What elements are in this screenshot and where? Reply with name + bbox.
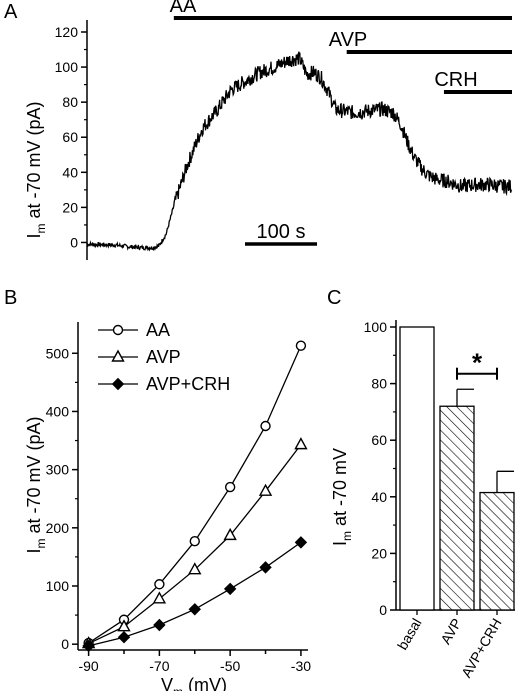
- panel-label-a: A: [4, 1, 18, 23]
- panel-b-data-point: [295, 340, 307, 351]
- panel-b-iv-chart: 0 100 200 300 400 500 -90 -70 -50 -30 AA AVP AVP+CR…: [24, 320, 311, 691]
- panel-a-y-tick-label: 80: [62, 94, 78, 110]
- panel-a-y-tick-label: 0: [70, 234, 78, 250]
- panel-c-x-tick-label: AVP+CRH: [458, 616, 505, 681]
- panel-c-y-tick-label: 80: [371, 376, 387, 392]
- panel-b-data-point: [260, 420, 271, 432]
- panel-b-data-point: [224, 481, 236, 493]
- panel-a-y-tick-label: 100: [55, 59, 79, 75]
- panel-label-b: B: [4, 287, 17, 309]
- panel-a-trace-path: [86, 51, 513, 252]
- panel-b-y-tick-label: 100: [46, 578, 70, 594]
- panel-b-legend: AA AVP AVP+CRH: [98, 320, 230, 394]
- panel-a-y-ticks: 0 20 40 60 80 100 120: [55, 24, 87, 250]
- panel-c-ticks: 0 20 40 60 80 100: [364, 319, 396, 618]
- panel-c-y-tick-label: 20: [371, 545, 387, 561]
- panel-a-scale-bar: 100 s: [245, 221, 318, 246]
- panel-b-x-tick-label: -90: [78, 658, 98, 674]
- panel-b-data-point: [223, 527, 237, 541]
- panel-b-x-tick-label: -50: [220, 658, 240, 674]
- panel-a-y-tick-label: 20: [62, 199, 78, 215]
- panel-a-drug-bar-label: CRH: [434, 69, 477, 91]
- panel-b-data-point: [294, 536, 308, 549]
- panel-b-data-point: [259, 561, 272, 574]
- panel-a-y-axis-title: Im at -70 mV (pA): [24, 101, 48, 238]
- panel-b-legend-label: AVP+CRH: [146, 374, 230, 394]
- panel-b-data-point: [294, 437, 308, 450]
- panel-c-x-tick-label: AVP: [437, 616, 464, 647]
- panel-c-significance: *: [456, 348, 498, 380]
- panel-b-data-point: [153, 618, 166, 632]
- panel-a-y-tick-label: 120: [55, 24, 79, 40]
- panel-a-trace: [86, 51, 513, 252]
- panel-c-bar: [399, 326, 435, 611]
- panel-b-legend-marker: [111, 377, 125, 391]
- panel-b-y-tick-label: 200: [46, 520, 70, 536]
- panel-b-data-point: [188, 562, 202, 575]
- panel-b-series-1: [81, 437, 308, 649]
- panel-b-ticks: 0 100 200 300 400 500 -90 -70 -50 -30: [46, 345, 312, 674]
- panel-c-bar: [479, 491, 515, 611]
- panel-b-data-point: [154, 579, 165, 590]
- panel-c-significance-marker: *: [472, 348, 483, 378]
- panel-b-y-tick-label: 500: [46, 345, 70, 361]
- panel-a-drug-bars: AA AVP CRH: [170, 0, 512, 94]
- panel-c-bar: [439, 405, 475, 611]
- panel-label-c: C: [327, 287, 341, 309]
- panel-b-y-tick-label: 400: [46, 403, 70, 419]
- panel-b-y-tick-label: 300: [46, 462, 70, 478]
- panel-b-legend-label: AVP: [146, 347, 181, 367]
- panel-b-series-2: [82, 536, 308, 653]
- panel-b-x-axis-title: Vm (mV): [161, 675, 227, 691]
- panel-b-legend-label: AA: [146, 320, 170, 340]
- panel-b-legend-marker: [112, 324, 124, 336]
- panel-b-x-tick-label: -70: [149, 658, 169, 674]
- panel-b-data-point: [258, 483, 273, 496]
- panel-b-data-point: [82, 639, 95, 653]
- panel-b-y-axis-title: Im at -70 mV (pA): [24, 416, 48, 553]
- panel-a-scale-bar-label: 100 s: [257, 221, 306, 243]
- panel-b-y-tick-label: 0: [61, 636, 69, 652]
- panel-c-y-axis-title: Im at -70 mV: [330, 448, 354, 546]
- panel-a-y-tick-label: 40: [62, 164, 78, 180]
- panel-a-y-tick-label: 60: [62, 129, 78, 145]
- panel-c-y-tick-label: 60: [371, 432, 387, 448]
- panel-a-drug-bar-label: AVP: [329, 29, 368, 51]
- panel-a-trace-chart: 0 20 40 60 80 100 120 AA AVP CRH 100 s Im at -70…: [24, 0, 513, 260]
- panel-b-x-tick-label: -30: [291, 658, 311, 674]
- panel-b-data-point: [152, 591, 167, 604]
- panel-b-legend-marker: [111, 349, 125, 362]
- panel-b-data-point: [117, 619, 131, 632]
- panel-c-y-tick-label: 0: [379, 602, 387, 618]
- panel-c-y-tick-label: 40: [371, 489, 387, 505]
- panel-b-data-point: [223, 582, 237, 596]
- panel-b-data-point: [188, 603, 201, 616]
- panel-b-series: [81, 340, 308, 653]
- panel-c-y-tick-label: 100: [364, 319, 388, 335]
- panel-b-data-point: [189, 536, 200, 547]
- panel-b-data-point: [117, 630, 131, 644]
- panel-a-drug-bar-label: AA: [170, 0, 197, 17]
- panel-b-axes: [77, 322, 308, 651]
- panel-c-x-tick-label: basal: [394, 616, 425, 653]
